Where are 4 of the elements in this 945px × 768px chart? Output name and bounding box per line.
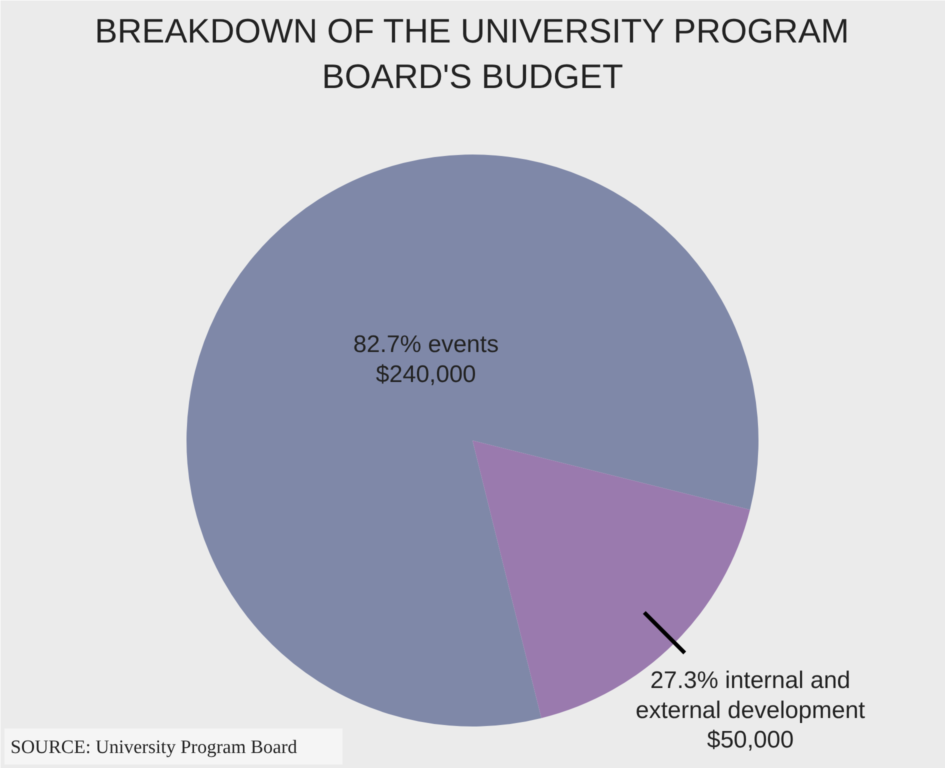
slice-label: 27.3% internal and external development $50,000: [636, 667, 866, 754]
chart-title: BREAKDOWN OF THE UNIVERSITY PROGRAM BOARD'S BUDGET: [94, 12, 850, 96]
source-note: SOURCE: University Program Board: [10, 737, 298, 758]
slice-label: 82.7% events $240,000: [353, 331, 499, 388]
